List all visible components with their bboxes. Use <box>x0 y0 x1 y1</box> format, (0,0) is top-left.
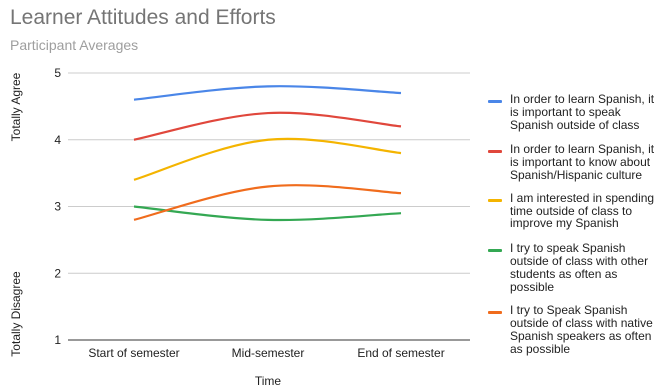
y-axis-title-top: Totally Agree <box>9 72 23 141</box>
legend-label: I try to speak Spanish outside of class … <box>510 241 649 294</box>
legend-swatch <box>488 100 502 103</box>
y-tick-label: 5 <box>54 66 61 80</box>
legend-item: I try to speak Spanish outside of class … <box>488 242 660 293</box>
y-tick-label: 1 <box>54 333 61 347</box>
legend-label: In order to learn Spanish, it is importa… <box>510 92 655 132</box>
legend-swatch <box>488 311 502 315</box>
legend-label: I am interested in spending time outside… <box>510 190 655 231</box>
legend-label: I try to Speak Spanish outside of class … <box>510 303 653 356</box>
chart-title: Learner Attitudes and Efforts <box>10 6 276 29</box>
legend-item: I am interested in spending time outside… <box>488 190 660 231</box>
legend-item: In order to learn Spanish, it is importa… <box>488 93 660 131</box>
series-line-3 <box>133 137 402 181</box>
series-line-5 <box>133 184 402 221</box>
legend-swatch <box>488 249 502 253</box>
y-tick-label: 3 <box>54 200 61 214</box>
chart-legend: In order to learn Spanish, it is importa… <box>488 93 660 356</box>
x-tick-label: Start of semester <box>88 346 179 360</box>
series-line-1 <box>133 85 402 101</box>
legend-item: In order to learn Spanish, it is importa… <box>488 143 660 181</box>
chart-subtitle: Participant Averages <box>10 37 139 53</box>
series-line-2 <box>133 111 402 141</box>
x-axis-title: Time <box>255 374 282 387</box>
y-tick-label: 2 <box>54 266 61 280</box>
legend-item: I try to Speak Spanish outside of class … <box>488 304 660 355</box>
legend-label: In order to learn Spanish, it is importa… <box>510 142 655 182</box>
x-tick-label: Mid-semester <box>232 346 305 360</box>
y-axis-title-bottom: Totally Disagree <box>9 271 23 357</box>
x-tick-label: End of semester <box>357 346 444 360</box>
legend-swatch <box>488 198 502 202</box>
legend-swatch <box>488 150 502 154</box>
y-tick-label: 4 <box>54 133 61 147</box>
